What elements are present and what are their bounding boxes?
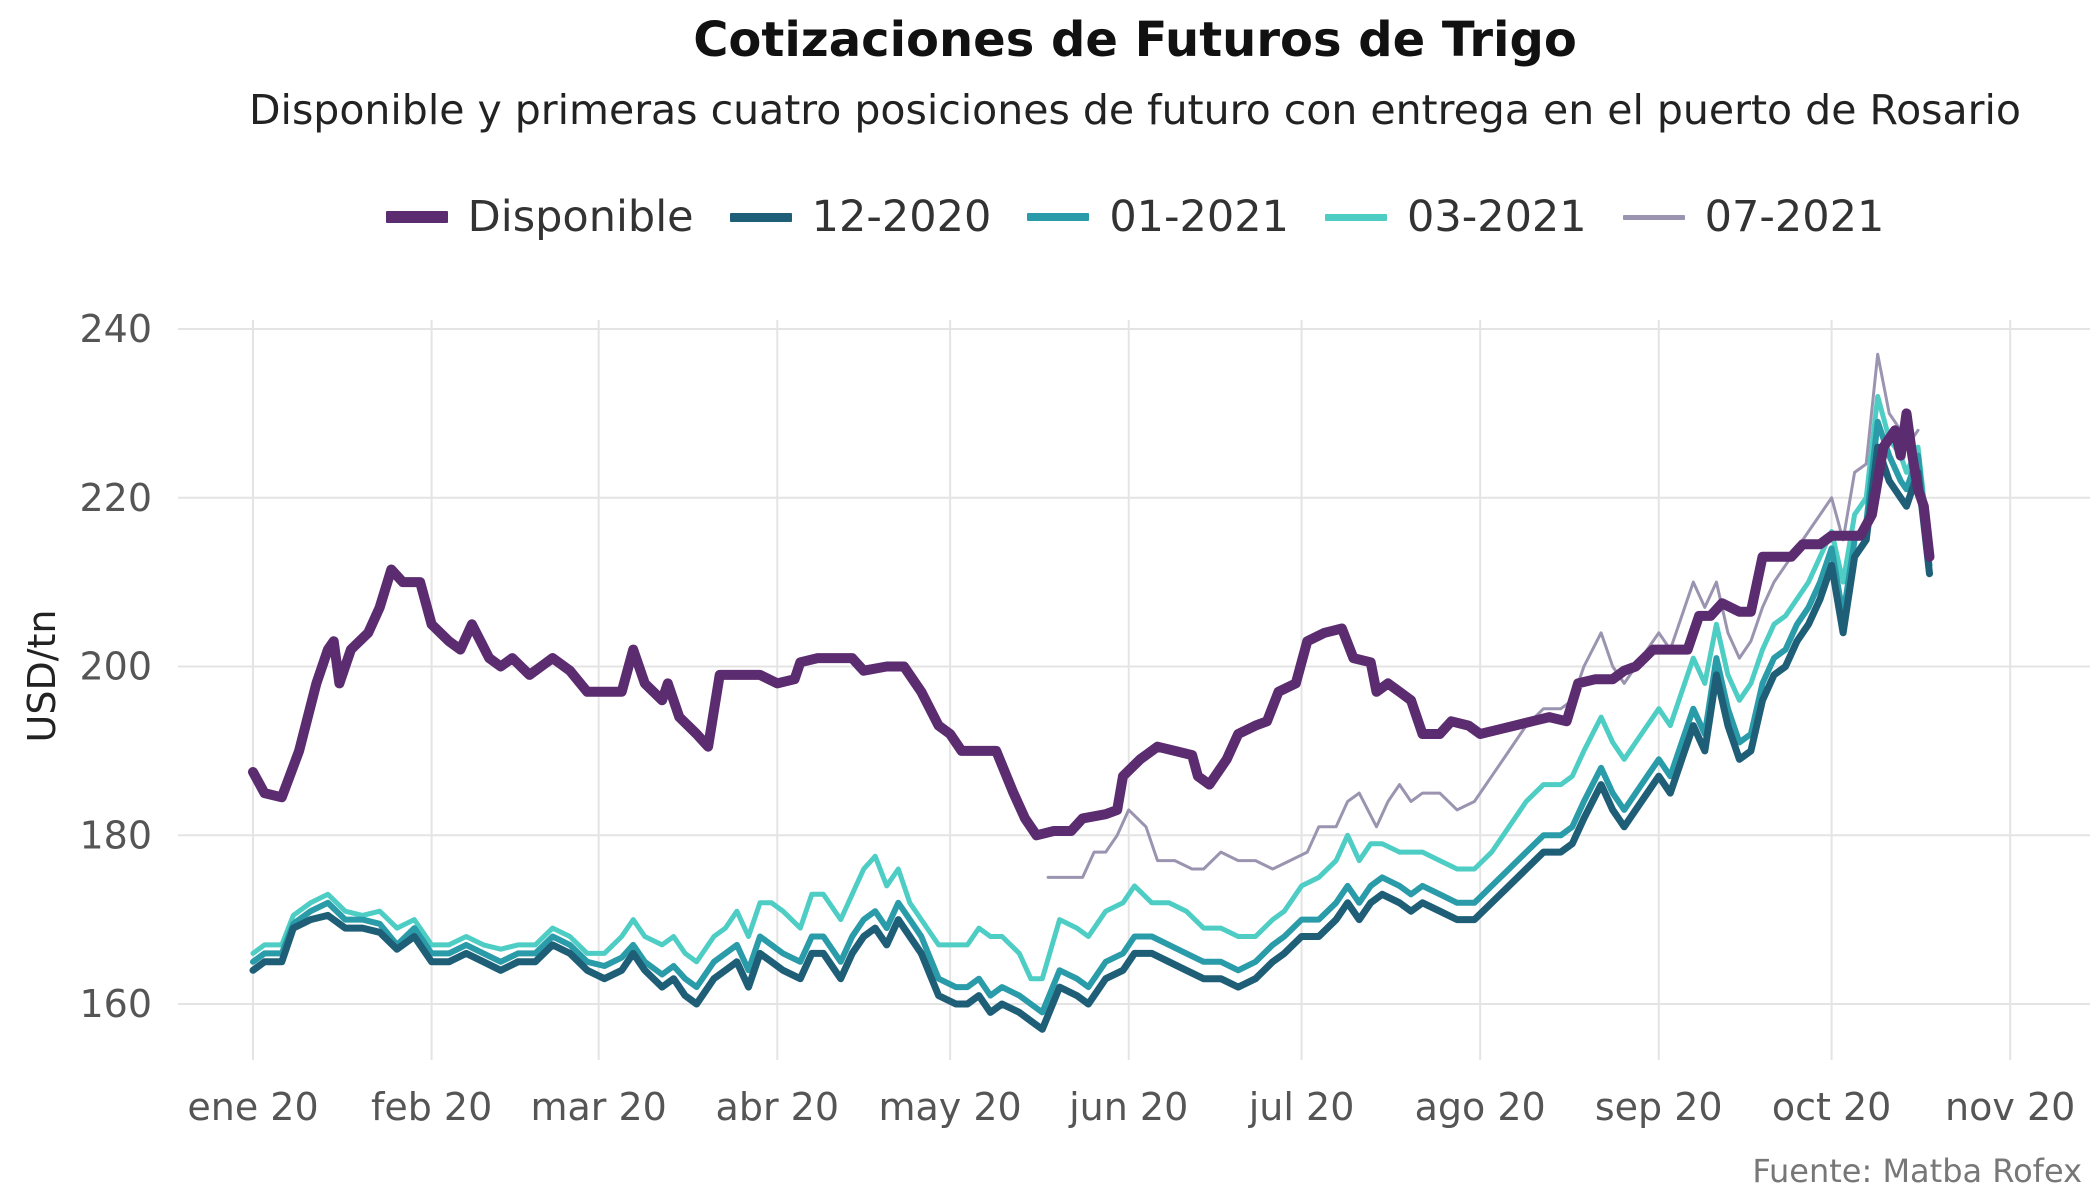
x-tick-label: may 20: [878, 1085, 1021, 1129]
x-tick-label: sep 20: [1595, 1085, 1723, 1129]
legend-item: 12-2020: [729, 192, 992, 242]
legend-label: Disponible: [467, 192, 694, 242]
legend-item: Disponible: [385, 192, 694, 242]
y-tick-label: 180: [79, 813, 152, 857]
legend: Disponible 12-2020 01-2021 03-2021 07-2021: [0, 192, 2100, 242]
series-line-03-2021: [250, 394, 1932, 982]
legend-item: 01-2021: [1027, 192, 1289, 242]
y-tick-label: 160: [79, 982, 152, 1026]
legend-swatch: [1622, 214, 1685, 220]
legend-item: 03-2021: [1324, 192, 1587, 242]
legend-swatch: [729, 212, 792, 222]
y-tick-label: 200: [79, 645, 152, 689]
series-line-01-2021: [250, 418, 1933, 1016]
y-tick-label: 240: [79, 307, 152, 351]
legend-label: 01-2021: [1109, 192, 1289, 242]
legend-swatch: [385, 211, 448, 223]
series-line-disponible: [248, 408, 1935, 841]
x-tick-label: feb 20: [371, 1085, 492, 1129]
source-note: Fuente: Matba Rofex: [1752, 1152, 2082, 1190]
x-tick-label: jun 20: [1068, 1085, 1188, 1129]
y-tick-label: 220: [79, 476, 152, 520]
x-tick-label: nov 20: [1945, 1085, 2075, 1129]
legend-label: 03-2021: [1406, 192, 1587, 242]
x-tick-label: ene 20: [187, 1085, 318, 1129]
x-tick-label: mar 20: [530, 1085, 666, 1129]
legend-label: 07-2021: [1704, 192, 1885, 242]
x-tick-label: abr 20: [716, 1085, 839, 1129]
x-tick-label: ago 20: [1415, 1085, 1546, 1129]
x-tick-label: jul 20: [1248, 1085, 1355, 1129]
chart-title: Cotizaciones de Futuros de Trigo: [693, 12, 1577, 68]
x-tick-label: oct 20: [1772, 1085, 1891, 1129]
legend-item: 07-2021: [1622, 192, 1885, 242]
legend-label: 12-2020: [811, 192, 992, 242]
legend-swatch: [1027, 213, 1090, 221]
chart-subtitle: Disponible y primeras cuatro posiciones …: [248, 86, 2021, 134]
series-line-12-2020: [249, 443, 1933, 1033]
legend-swatch: [1324, 213, 1387, 221]
